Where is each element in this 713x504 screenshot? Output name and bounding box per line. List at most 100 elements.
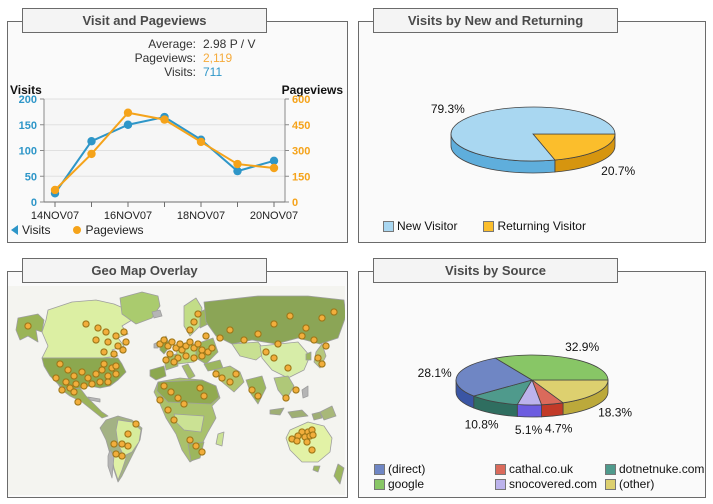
map-marker[interactable]	[100, 360, 108, 368]
map-marker[interactable]	[186, 436, 194, 444]
map-marker[interactable]	[202, 332, 210, 340]
map-marker[interactable]	[286, 312, 294, 320]
data-point-visits[interactable]	[123, 120, 133, 129]
map-marker[interactable]	[62, 378, 70, 386]
map-marker[interactable]	[248, 386, 256, 394]
map-marker[interactable]	[186, 326, 194, 334]
map-marker[interactable]	[100, 348, 108, 356]
data-point-pageviews[interactable]	[123, 108, 133, 117]
map-marker[interactable]	[198, 346, 206, 354]
map-marker[interactable]	[114, 342, 122, 350]
data-point-visits[interactable]	[269, 156, 279, 165]
map-marker[interactable]	[112, 370, 120, 378]
pie-slice-google[interactable]	[494, 354, 609, 381]
data-point-pageviews[interactable]	[87, 149, 96, 159]
map-marker[interactable]	[122, 338, 130, 346]
pie-slice--direct-[interactable]	[455, 357, 534, 397]
map-marker[interactable]	[58, 386, 66, 394]
map-marker[interactable]	[110, 440, 118, 448]
map-marker[interactable]	[308, 446, 316, 454]
map-marker[interactable]	[180, 400, 188, 408]
map-marker[interactable]	[232, 370, 240, 378]
map-marker[interactable]	[270, 320, 278, 328]
map-marker[interactable]	[132, 420, 140, 428]
map-marker[interactable]	[254, 392, 262, 400]
map-marker[interactable]	[270, 354, 278, 362]
map-marker[interactable]	[196, 384, 204, 392]
map-marker[interactable]	[120, 328, 128, 336]
map-marker[interactable]	[190, 354, 198, 362]
map-marker[interactable]	[216, 334, 224, 342]
map-marker[interactable]	[80, 382, 88, 390]
map-marker[interactable]	[94, 324, 102, 332]
map-marker[interactable]	[167, 388, 175, 396]
map-marker[interactable]	[309, 431, 317, 439]
map-marker[interactable]	[82, 320, 90, 328]
map-marker[interactable]	[112, 362, 120, 370]
map-marker[interactable]	[92, 336, 100, 344]
map-marker[interactable]	[88, 380, 96, 388]
map-marker[interactable]	[254, 330, 262, 338]
map-marker[interactable]	[198, 352, 206, 360]
map-marker[interactable]	[198, 448, 206, 456]
map-marker[interactable]	[314, 354, 322, 362]
map-marker[interactable]	[104, 378, 112, 386]
map-marker[interactable]	[70, 388, 78, 396]
map-marker[interactable]	[112, 332, 120, 340]
map-marker[interactable]	[92, 370, 100, 378]
map-marker[interactable]	[190, 318, 198, 326]
map-marker[interactable]	[302, 324, 310, 332]
map-marker[interactable]	[118, 452, 126, 460]
map-marker[interactable]	[96, 378, 104, 386]
map-marker[interactable]	[74, 398, 82, 406]
map-marker[interactable]	[110, 350, 118, 358]
map-marker[interactable]	[160, 382, 168, 390]
map-marker[interactable]	[226, 326, 234, 334]
data-point-pageviews[interactable]	[160, 115, 169, 124]
data-point-visits[interactable]	[87, 137, 96, 146]
map-marker[interactable]	[124, 430, 132, 438]
map-marker[interactable]	[318, 314, 326, 322]
map-marker[interactable]	[72, 380, 80, 388]
data-point-pageviews[interactable]	[50, 185, 60, 195]
map-marker[interactable]	[164, 406, 172, 414]
map-marker[interactable]	[56, 360, 64, 368]
map-marker[interactable]	[200, 392, 208, 400]
data-point-pageviews[interactable]	[269, 163, 279, 173]
map-marker[interactable]	[208, 344, 216, 352]
pie-slice--other-[interactable]	[530, 379, 609, 404]
map-marker[interactable]	[293, 437, 301, 445]
map-marker[interactable]	[318, 360, 326, 368]
map-marker[interactable]	[274, 340, 282, 348]
pie-slice-new-visitor[interactable]	[450, 106, 616, 162]
map-marker[interactable]	[78, 368, 86, 376]
data-point-pageviews[interactable]	[196, 137, 206, 147]
map-marker[interactable]	[192, 442, 200, 450]
map-marker[interactable]	[156, 396, 164, 404]
map-marker[interactable]	[292, 386, 300, 394]
map-marker[interactable]	[176, 340, 184, 348]
map-marker[interactable]	[240, 336, 248, 344]
map-marker[interactable]	[64, 366, 72, 374]
map-marker[interactable]	[170, 358, 178, 366]
map-marker[interactable]	[52, 374, 60, 382]
map-marker[interactable]	[119, 346, 127, 354]
map-marker[interactable]	[262, 348, 270, 356]
data-point-pageviews[interactable]	[233, 159, 242, 169]
map-marker[interactable]	[84, 374, 92, 382]
map-marker[interactable]	[124, 442, 132, 450]
map-marker[interactable]	[162, 356, 170, 364]
map-marker[interactable]	[322, 342, 330, 350]
data-point-visits[interactable]	[233, 166, 242, 176]
map-marker[interactable]	[330, 308, 338, 316]
map-marker[interactable]	[166, 350, 174, 358]
map-marker[interactable]	[298, 332, 306, 340]
map-marker[interactable]	[118, 440, 126, 448]
map-marker[interactable]	[182, 352, 190, 360]
map-marker[interactable]	[186, 338, 194, 346]
map-marker[interactable]	[310, 336, 318, 344]
map-marker[interactable]	[70, 372, 78, 380]
map-marker[interactable]	[194, 310, 202, 318]
map-marker[interactable]	[98, 366, 106, 374]
map-marker[interactable]	[24, 322, 32, 330]
